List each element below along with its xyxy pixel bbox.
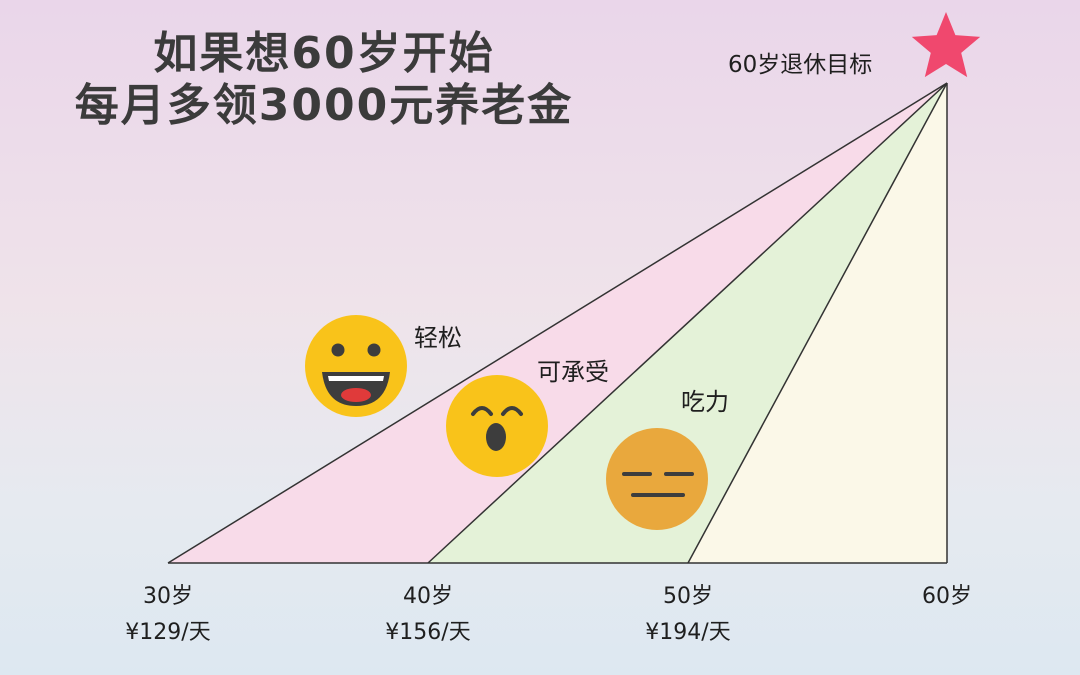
cost-label: ¥156/天: [385, 620, 471, 645]
cost-label: ¥194/天: [645, 620, 731, 645]
line-30: [167, 82, 948, 564]
title-line-2: 每月多领3000元养老金: [74, 80, 574, 131]
surprised-face-icon: [446, 375, 548, 477]
title-line-1: 如果想60岁开始: [153, 28, 495, 79]
axis-label-30: 30岁 ¥129/天: [118, 578, 218, 646]
zone-label-easy: 轻松: [414, 324, 462, 352]
star-icon: [911, 12, 981, 78]
grinning-face-icon: [305, 315, 407, 417]
line-40: [427, 82, 948, 564]
zone-label-affordable: 可承受: [537, 358, 609, 386]
axis-label-60: 60岁: [897, 578, 997, 610]
age-label: 30岁: [143, 584, 193, 609]
expressionless-face-icon: [606, 428, 708, 530]
target-label: 60岁退休目标: [728, 52, 872, 78]
page-title: 如果想60岁开始 每月多领3000元养老金: [44, 28, 604, 132]
cost-label: ¥129/天: [125, 620, 211, 645]
axis-label-40: 40岁 ¥156/天: [360, 578, 496, 646]
zone-label-strenuous: 吃力: [681, 388, 729, 416]
age-label: 60岁: [922, 584, 972, 609]
axis-label-50: 50岁 ¥194/天: [620, 578, 756, 646]
line-50: [687, 82, 948, 564]
age-label: 40岁: [403, 584, 453, 609]
age-label: 50岁: [663, 584, 713, 609]
